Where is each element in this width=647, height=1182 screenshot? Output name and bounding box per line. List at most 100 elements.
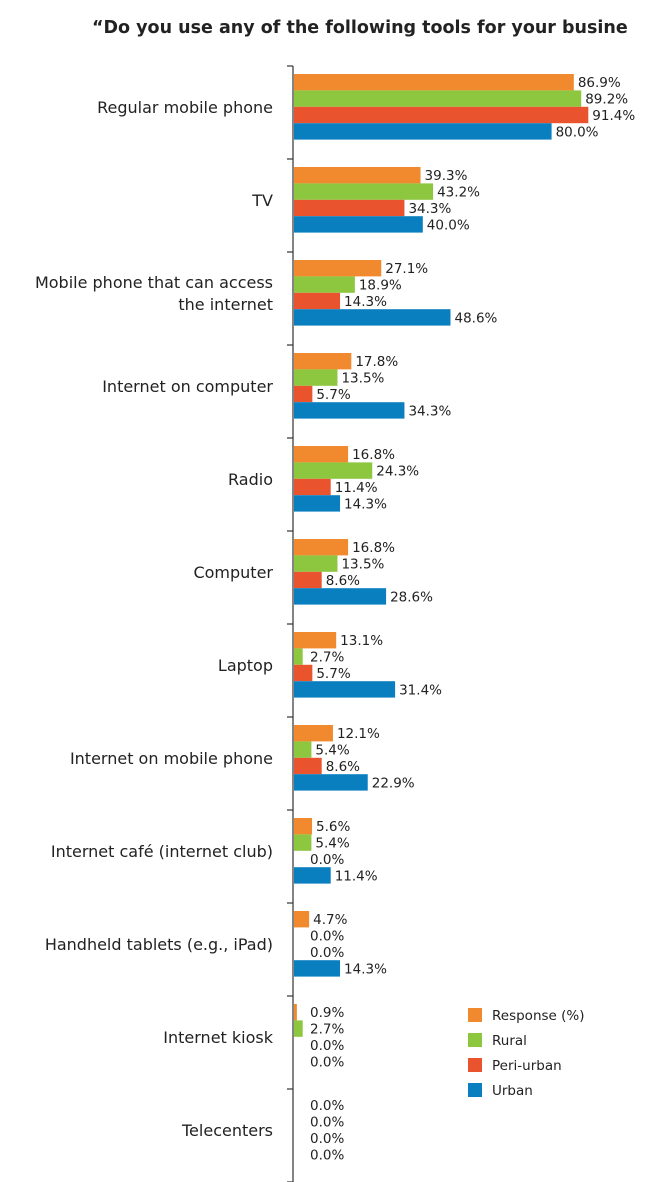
- data-label: 14.3%: [344, 961, 387, 977]
- data-label: 8.6%: [326, 573, 360, 589]
- bar: [294, 353, 352, 370]
- category-label: Telecenters: [181, 1121, 273, 1140]
- data-label: 91.4%: [592, 108, 635, 124]
- data-label: 13.1%: [340, 633, 383, 649]
- data-label: 5.4%: [315, 743, 349, 759]
- bar: [294, 90, 582, 107]
- legend-swatch: [468, 1083, 482, 1097]
- bar: [294, 260, 382, 277]
- bar: [294, 867, 331, 884]
- bar: [294, 369, 338, 386]
- bar: [294, 106, 589, 124]
- category-label: Mobile phone that can access: [35, 273, 273, 292]
- legend-swatch: [468, 1033, 482, 1047]
- bar: [294, 199, 405, 217]
- category-label: Internet kiosk: [163, 1028, 273, 1047]
- data-label: 11.4%: [335, 868, 378, 884]
- legend-label: Peri-urban: [492, 1058, 562, 1074]
- bar: [294, 681, 396, 698]
- data-label: 13.5%: [341, 371, 384, 387]
- bar: [294, 183, 434, 200]
- bar: [294, 571, 322, 589]
- bar: [294, 741, 312, 758]
- data-label: 14.3%: [344, 496, 387, 512]
- data-label: 4.7%: [313, 912, 347, 928]
- legend-label: Urban: [492, 1083, 533, 1099]
- bar: [294, 276, 355, 293]
- category-label: Radio: [228, 470, 273, 489]
- data-label: 17.8%: [355, 354, 398, 370]
- data-label: 0.0%: [310, 852, 344, 868]
- category-label: Internet on mobile phone: [70, 749, 273, 768]
- bar: [294, 588, 387, 605]
- bar: [294, 123, 552, 140]
- bar: [294, 385, 313, 403]
- data-label: 0.0%: [310, 1115, 344, 1131]
- data-label: 5.7%: [316, 666, 350, 682]
- data-label: 16.8%: [352, 540, 395, 556]
- legend-swatch: [468, 1058, 482, 1072]
- bar: [294, 309, 451, 326]
- data-label: 22.9%: [372, 775, 415, 791]
- category-label: Handheld tablets (e.g., iPad): [45, 935, 273, 954]
- bar: [294, 1004, 297, 1021]
- bar: [294, 818, 313, 835]
- bar: [294, 960, 341, 977]
- category-label: Computer: [193, 563, 273, 582]
- data-label: 0.0%: [310, 1131, 344, 1147]
- data-label: 18.9%: [359, 278, 402, 294]
- data-label: 48.6%: [454, 310, 497, 326]
- bar: [294, 648, 303, 665]
- bar: [294, 555, 338, 572]
- chart-title: “Do you use any of the following tools f…: [92, 18, 628, 38]
- data-label: 8.6%: [326, 759, 360, 775]
- bar: [294, 74, 574, 91]
- data-label: 0.0%: [310, 1054, 344, 1070]
- bar: [294, 725, 333, 742]
- data-label: 2.7%: [310, 650, 344, 666]
- bar: [294, 632, 337, 649]
- bar: [294, 834, 312, 851]
- data-label: 34.3%: [408, 201, 451, 217]
- bar: [294, 446, 349, 463]
- data-label: 5.4%: [315, 836, 349, 852]
- bar: [294, 664, 313, 682]
- data-label: 40.0%: [427, 217, 470, 233]
- data-label: 24.3%: [376, 464, 419, 480]
- data-label: 0.0%: [310, 1038, 344, 1054]
- bar: [294, 539, 349, 556]
- bar: [294, 167, 421, 184]
- bar: [294, 774, 368, 791]
- data-label: 0.0%: [310, 1098, 344, 1114]
- data-label: 27.1%: [385, 261, 428, 277]
- bar: [294, 757, 322, 775]
- data-label: 16.8%: [352, 447, 395, 463]
- bar: [294, 402, 405, 419]
- legend-swatch: [468, 1008, 482, 1022]
- data-label: 2.7%: [310, 1022, 344, 1038]
- data-label: 43.2%: [437, 185, 480, 201]
- data-label: 0.9%: [310, 1005, 344, 1021]
- bar: [294, 216, 423, 233]
- data-label: 80.0%: [556, 124, 599, 140]
- category-label: Internet café (internet club): [51, 842, 273, 861]
- category-label: TV: [251, 191, 273, 210]
- category-label: Regular mobile phone: [97, 98, 273, 117]
- data-label: 31.4%: [399, 682, 442, 698]
- data-label: 13.5%: [341, 557, 384, 573]
- legend-label: Response (%): [492, 1008, 585, 1024]
- bar: [294, 462, 373, 479]
- data-label: 11.4%: [335, 480, 378, 496]
- category-label: Laptop: [218, 656, 273, 675]
- bar: [294, 1020, 303, 1037]
- data-label: 89.2%: [585, 92, 628, 108]
- data-label: 39.3%: [425, 168, 468, 184]
- bar: [294, 478, 331, 496]
- bar: [294, 495, 341, 512]
- data-label: 86.9%: [578, 75, 621, 91]
- category-label: Internet on computer: [102, 377, 273, 396]
- data-label: 12.1%: [337, 726, 380, 742]
- data-label: 0.0%: [310, 945, 344, 961]
- legend-label: Rural: [492, 1033, 527, 1049]
- category-label: the internet: [178, 295, 273, 314]
